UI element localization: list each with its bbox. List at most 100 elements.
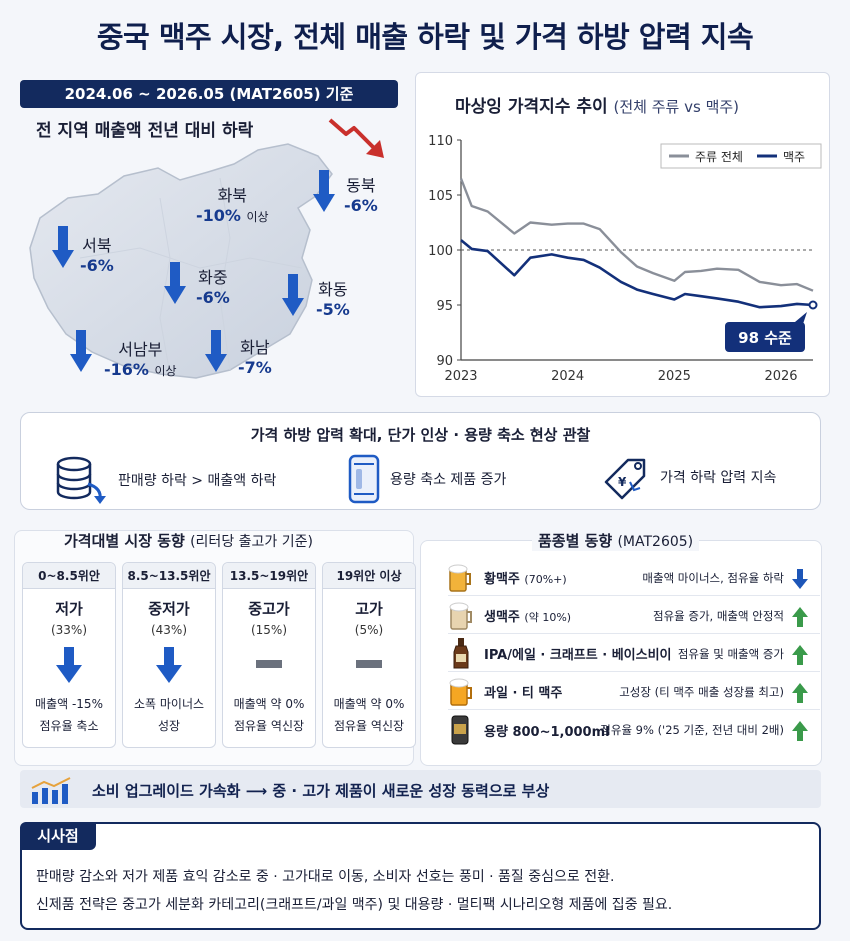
x-tick-label: 2024 bbox=[551, 369, 584, 384]
x-tick-label: 2023 bbox=[444, 369, 477, 384]
down-arrow-icon bbox=[164, 262, 186, 304]
product-desc: 점유율 및 매출액 증가 bbox=[677, 646, 784, 661]
tier-card-low: 0~8.5위안 저가 (33%) 매출액 -15% 점유율 축소 bbox=[22, 562, 116, 748]
region-value: -6% bbox=[80, 256, 114, 275]
down-arrow-icon bbox=[70, 330, 92, 372]
callout-pointer bbox=[795, 312, 807, 324]
products-title-main: 품종별 동향 bbox=[538, 532, 613, 550]
obs-item-price: ¥ 가격 하락 압력 지속 bbox=[600, 452, 776, 502]
tiers-title: 가격대별 시장 동향 (리터당 출고가 기준) bbox=[64, 530, 313, 551]
product-row-craft: IPA/에일 · 크래프트 · 베이스비이 점유율 및 매출액 증가 bbox=[448, 636, 820, 672]
region-name: 화남 bbox=[240, 338, 270, 357]
region-note: 이상 bbox=[246, 210, 269, 224]
tier-desc-1: 소폭 마이너스 bbox=[133, 697, 205, 711]
beer-end-point bbox=[808, 300, 818, 310]
implication-line-1: 판매량 감소와 저가 제품 효익 감소로 중 · 고가대로 이동, 소비자 선호… bbox=[36, 869, 615, 885]
growth-bars-icon bbox=[31, 777, 71, 804]
tier-share: (33%) bbox=[50, 623, 88, 637]
line-chart: 90 95 100 105 110 2023 2024 2025 2026 주류 전체 맥주 98 수… bbox=[428, 134, 822, 384]
product-trend-section bbox=[420, 540, 822, 766]
product-name-text: 생맥주 bbox=[484, 610, 520, 625]
upgrade-banner bbox=[20, 770, 821, 808]
region-value: -7% bbox=[238, 358, 272, 377]
product-name: IPA/에일 · 크래프트 · 베이스비이 bbox=[484, 648, 672, 663]
tier-level: 고가 bbox=[355, 600, 383, 618]
region-hwadong: 화동 -5% bbox=[316, 276, 350, 319]
y-tick-label: 100 bbox=[428, 244, 453, 259]
draft-beer-icon bbox=[449, 602, 472, 630]
region-name: 동북 bbox=[346, 176, 376, 195]
product-desc: 점유율 9% ('25 기준, 전년 대비 2배) bbox=[600, 723, 784, 737]
tier-share: (5%) bbox=[354, 623, 384, 637]
y-tick-label: 110 bbox=[428, 134, 453, 149]
region-value: -16% bbox=[104, 360, 149, 379]
y-tick-label: 90 bbox=[436, 354, 453, 369]
can-icon bbox=[348, 454, 380, 504]
tier-range: 13.5~19위안 bbox=[223, 563, 315, 589]
tier-range: 0~8.5위안 bbox=[23, 563, 115, 589]
flat-dash-icon bbox=[256, 660, 282, 668]
beer-bottle-icon bbox=[453, 637, 469, 668]
banner-text: 소비 업그레이드 가속화 ⟶ 중 · 고가 제품이 새로운 성장 동력으로 부상 bbox=[92, 782, 550, 800]
region-seobuk: 서북 -6% bbox=[80, 232, 114, 275]
product-name-text: 황맥주 bbox=[484, 572, 520, 587]
tier-level: 저가 bbox=[55, 600, 83, 618]
region-value: -5% bbox=[316, 300, 350, 319]
callout-label: 98 수준 bbox=[738, 329, 792, 347]
tier-desc-1: 매출액 약 0% bbox=[333, 697, 405, 711]
tier-share: (43%) bbox=[150, 623, 188, 637]
flat-dash-icon bbox=[356, 660, 382, 668]
series-line-beer bbox=[460, 239, 814, 309]
region-value: -10% bbox=[196, 206, 241, 225]
down-arrow-icon bbox=[156, 647, 182, 683]
x-tick-label: 2026 bbox=[764, 369, 797, 384]
tiers-title-main: 가격대별 시장 동향 bbox=[64, 532, 185, 550]
tier-card-high: 19위안 이상 고가 (5%) 매출액 약 0% 점유율 역신장 bbox=[322, 562, 416, 748]
tier-desc-2: 점유율 역신장 bbox=[333, 719, 405, 733]
down-arrow-icon bbox=[56, 647, 82, 683]
tier-desc-2: 성장 bbox=[157, 719, 181, 733]
trend-up-icon bbox=[792, 721, 808, 741]
tier-level: 중고가 bbox=[248, 600, 290, 618]
region-name: 화중 bbox=[198, 268, 228, 287]
trend-up-icon bbox=[792, 683, 808, 703]
product-name: 황맥주 (70%+) bbox=[484, 568, 567, 587]
region-hwabuk: 화북 -10% 이상 bbox=[196, 182, 269, 225]
observations-title: 가격 하방 압력 확대, 단가 인상 · 용량 축소 현상 관찰 bbox=[250, 426, 591, 444]
legend-label: 맥주 bbox=[783, 150, 805, 164]
region-seonambu: 서남부 -16% 이상 bbox=[104, 336, 177, 379]
obs-item-volume: 판매량 하락 > 매출액 하락 bbox=[54, 456, 276, 504]
product-name: 용량 800~1,000ml bbox=[484, 724, 610, 740]
product-note: (70%+) bbox=[524, 573, 567, 586]
x-tick-label: 2025 bbox=[658, 369, 691, 384]
tier-desc-1: 매출액 -15% bbox=[35, 697, 103, 711]
trend-down-icon bbox=[792, 569, 808, 589]
region-note: 이상 bbox=[154, 364, 177, 378]
region-name: 화북 bbox=[217, 186, 248, 205]
product-name: 생맥주 (약 10%) bbox=[484, 606, 571, 625]
product-row-large-can: 용량 800~1,000ml 점유율 9% ('25 기준, 전년 대비 2배) bbox=[448, 712, 820, 748]
product-row-lager: 황맥주 (70%+) 매출액 마이너스, 점유율 하락 bbox=[448, 560, 820, 596]
obs-item-shrink: 용량 축소 제품 증가 bbox=[346, 452, 506, 506]
map-title: 전 지역 매출액 전년 대비 하락 bbox=[36, 121, 254, 141]
obs-label: 가격 하락 압력 지속 bbox=[660, 470, 777, 486]
trend-up-icon bbox=[792, 607, 808, 627]
page-title: 중국 맥주 시장, 전체 매출 하락 및 가격 하방 압력 지속 bbox=[96, 20, 754, 54]
tier-share: (15%) bbox=[250, 623, 288, 637]
legend-label: 주류 전체 bbox=[695, 150, 743, 164]
tier-card-mid-high: 13.5~19위안 중고가 (15%) 매출액 약 0% 점유율 역신장 bbox=[222, 562, 316, 748]
region-value: -6% bbox=[344, 196, 378, 215]
tier-range: 19위안 이상 bbox=[323, 563, 415, 589]
region-hwajung: 화중 -6% bbox=[196, 264, 230, 307]
products-title: 품종별 동향 (MAT2605) bbox=[532, 530, 700, 551]
down-arrow-icon bbox=[313, 170, 335, 212]
product-desc: 매출액 마이너스, 점유율 하락 bbox=[642, 570, 784, 585]
down-arrow-icon bbox=[282, 274, 304, 316]
observations-box bbox=[20, 412, 821, 510]
svg-text:¥: ¥ bbox=[618, 475, 627, 489]
tiers-subtitle: (리터당 출고가 기준) bbox=[190, 534, 313, 550]
chart-subtitle: (전체 주류 vs 맥주) bbox=[613, 98, 740, 116]
beer-mug-icon bbox=[448, 564, 471, 592]
fruit-beer-icon bbox=[449, 678, 472, 706]
tier-desc-2: 점유율 축소 bbox=[39, 719, 99, 733]
